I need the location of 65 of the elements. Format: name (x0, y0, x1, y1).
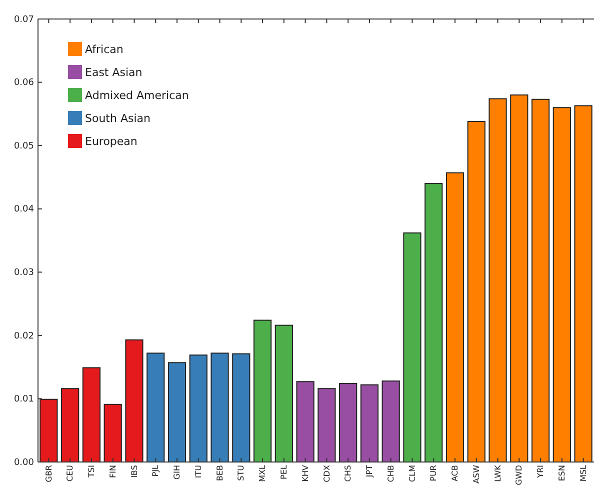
bar (382, 380, 400, 462)
bar (168, 362, 186, 462)
bar (510, 94, 528, 462)
x-tick-label: LWK (493, 464, 502, 482)
bar (318, 388, 336, 462)
bar (339, 383, 358, 462)
bar (232, 353, 250, 462)
bar (424, 183, 443, 462)
x-tick-label: CLM (408, 464, 417, 482)
bar (253, 320, 272, 462)
x-tick-label: ACB (450, 465, 460, 482)
x-tick-label: GWD (514, 465, 524, 486)
x-tick-label: ASW (472, 464, 481, 484)
x-tick-label: CHS (344, 465, 353, 482)
legend-label: European (85, 134, 138, 148)
x-tick-label: CHB (386, 465, 396, 482)
bar (446, 172, 464, 462)
bar (467, 121, 486, 462)
x-tick-label: KHV (300, 464, 310, 482)
bar (274, 324, 293, 462)
x-tick-label: ITU (194, 464, 203, 478)
x-tick-label: TSI (87, 465, 96, 478)
x-tick-label: STU (236, 464, 246, 481)
x-tick-label: CEU (66, 464, 75, 482)
bar (61, 388, 80, 462)
y-tick-label: 0.03 (14, 268, 34, 278)
x-tick-label: PUR (429, 464, 438, 482)
x-tick-label: BEB (215, 465, 224, 482)
bar (82, 367, 101, 462)
x-tick-label: YRI (536, 465, 546, 479)
x-tick-label: MXL (258, 464, 268, 482)
y-tick-label: 0.04 (14, 204, 34, 215)
x-tick-label: IBS (130, 465, 139, 478)
legend-label: East Asian (85, 66, 142, 79)
bar (104, 404, 122, 462)
bar (531, 98, 550, 462)
y-tick-label: 0.01 (14, 394, 34, 405)
x-tick-label: GIH (172, 465, 182, 480)
x-tick-label: MSL (578, 464, 588, 482)
bar (552, 107, 571, 462)
bar (40, 398, 58, 462)
y-tick-label: 0.07 (14, 14, 34, 25)
x-tick-label: PEL (279, 464, 288, 480)
x-tick-label: GBR (44, 464, 54, 482)
y-tick-label: 0.00 (14, 458, 34, 468)
bar (189, 354, 208, 462)
bar (146, 352, 165, 462)
bar (488, 98, 507, 462)
bar (210, 352, 229, 462)
x-tick-label: JPT (365, 464, 374, 478)
bar (574, 105, 592, 462)
x-tick-label: PJL (151, 464, 160, 477)
y-tick-label: 0.06 (14, 78, 34, 88)
bar (360, 384, 379, 462)
bar (403, 232, 422, 462)
y-tick-label: 0.05 (14, 141, 34, 152)
legend-label: African (85, 42, 124, 56)
legend-label: Admixed American (85, 88, 189, 102)
x-tick-label: CDX (322, 464, 332, 482)
legend-label: South Asian (85, 112, 151, 125)
x-tick-label: FIN (108, 464, 118, 478)
bar (125, 339, 144, 462)
x-tick-label: ESN (557, 464, 566, 482)
bar (296, 381, 314, 462)
y-tick-label: 0.02 (14, 331, 34, 342)
